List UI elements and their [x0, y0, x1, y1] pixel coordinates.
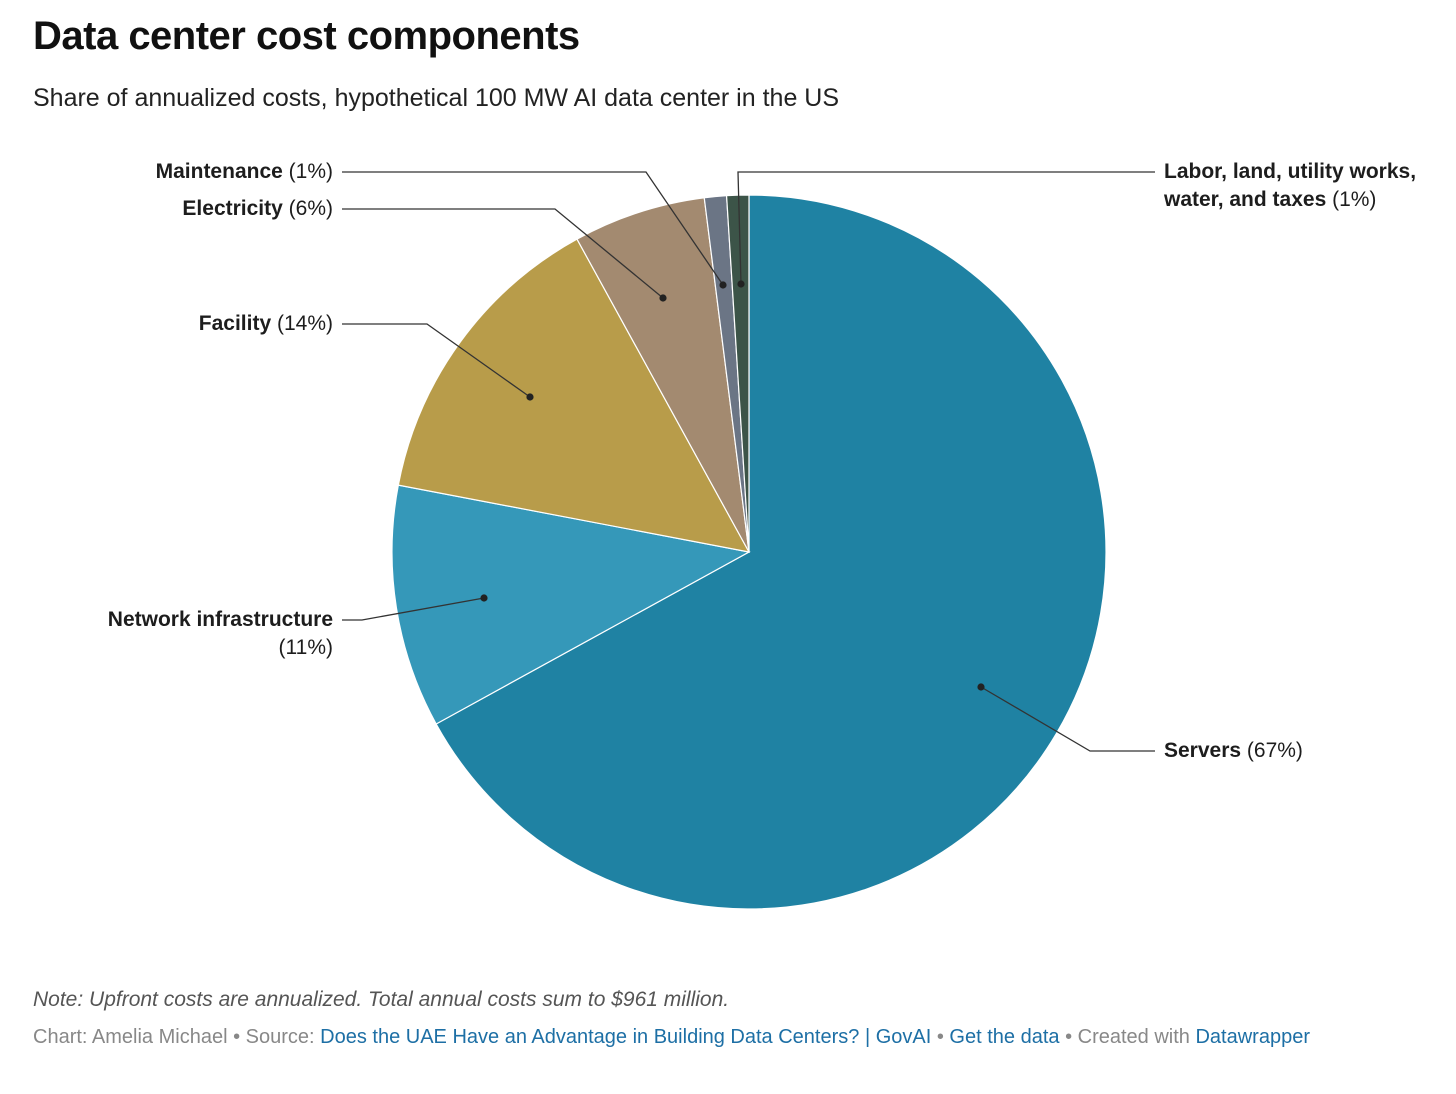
slice-label-electricity: Electricity (6%): [182, 197, 333, 220]
pie-chart: Servers (67%) Network infrastructure (11%)…: [108, 160, 1416, 910]
leader-lines: [342, 171, 1155, 752]
chart-footer: Chart: Amelia Michael • Source: Does the…: [33, 1026, 1310, 1049]
leader-line-facility: [342, 323, 531, 398]
leader-line-servers: [980, 686, 1155, 752]
slice-labels: Servers (67%) Network infrastructure (11%)…: [108, 160, 1416, 762]
leader-line-electricity: [342, 208, 664, 299]
chart-title: Data center cost components: [33, 14, 580, 58]
leader-line-maintenance: [342, 171, 724, 286]
footer-separator: •: [1065, 1026, 1073, 1048]
leader-dot-network-infrastructure: [480, 594, 488, 602]
source-link[interactable]: Does the UAE Have an Advantage in Buildi…: [320, 1026, 932, 1048]
created-with-prefix: Created with: [1077, 1026, 1190, 1048]
slice-label-servers: Servers (67%): [1164, 739, 1303, 762]
footer-separator: •: [936, 1026, 944, 1048]
slice-label-labor-land-utility-works-water-and-taxes: Labor, land, utility works, water, and ta…: [1163, 160, 1416, 211]
footer-separator: •: [233, 1026, 241, 1048]
get-the-data-link[interactable]: Get the data: [949, 1026, 1060, 1048]
leader-dot-facility: [526, 393, 534, 401]
pie-slices: [391, 194, 1107, 910]
slice-label-facility: Facility (14%): [199, 312, 333, 335]
chart-subtitle: Share of annualized costs, hypothetical …: [33, 84, 840, 112]
chart-note: Note: Upfront costs are annualized. Tota…: [33, 988, 730, 1011]
leader-dot-servers: [977, 683, 985, 691]
leader-dot-maintenance: [719, 281, 727, 289]
slice-label-network-infrastructure: Network infrastructure (11%): [108, 608, 333, 659]
datawrapper-link[interactable]: Datawrapper: [1195, 1026, 1310, 1048]
source-prefix: Source:: [245, 1026, 315, 1048]
chart-credit: Chart: Amelia Michael: [33, 1026, 228, 1048]
leader-dot-labor-land-utility-works-water-and-taxes: [737, 280, 745, 288]
leader-dot-electricity: [659, 294, 667, 302]
pie-slice-servers: [435, 194, 1107, 910]
pie-slice-electricity: [576, 197, 750, 553]
pie-slice-facility: [397, 238, 751, 553]
leader-line-labor-land-utility-works-water-and-taxes: [737, 171, 1155, 285]
slice-label-maintenance: Maintenance (1%): [156, 160, 333, 183]
pie-slice-network-infrastructure: [391, 484, 751, 725]
leader-line-network-infrastructure: [342, 597, 485, 621]
